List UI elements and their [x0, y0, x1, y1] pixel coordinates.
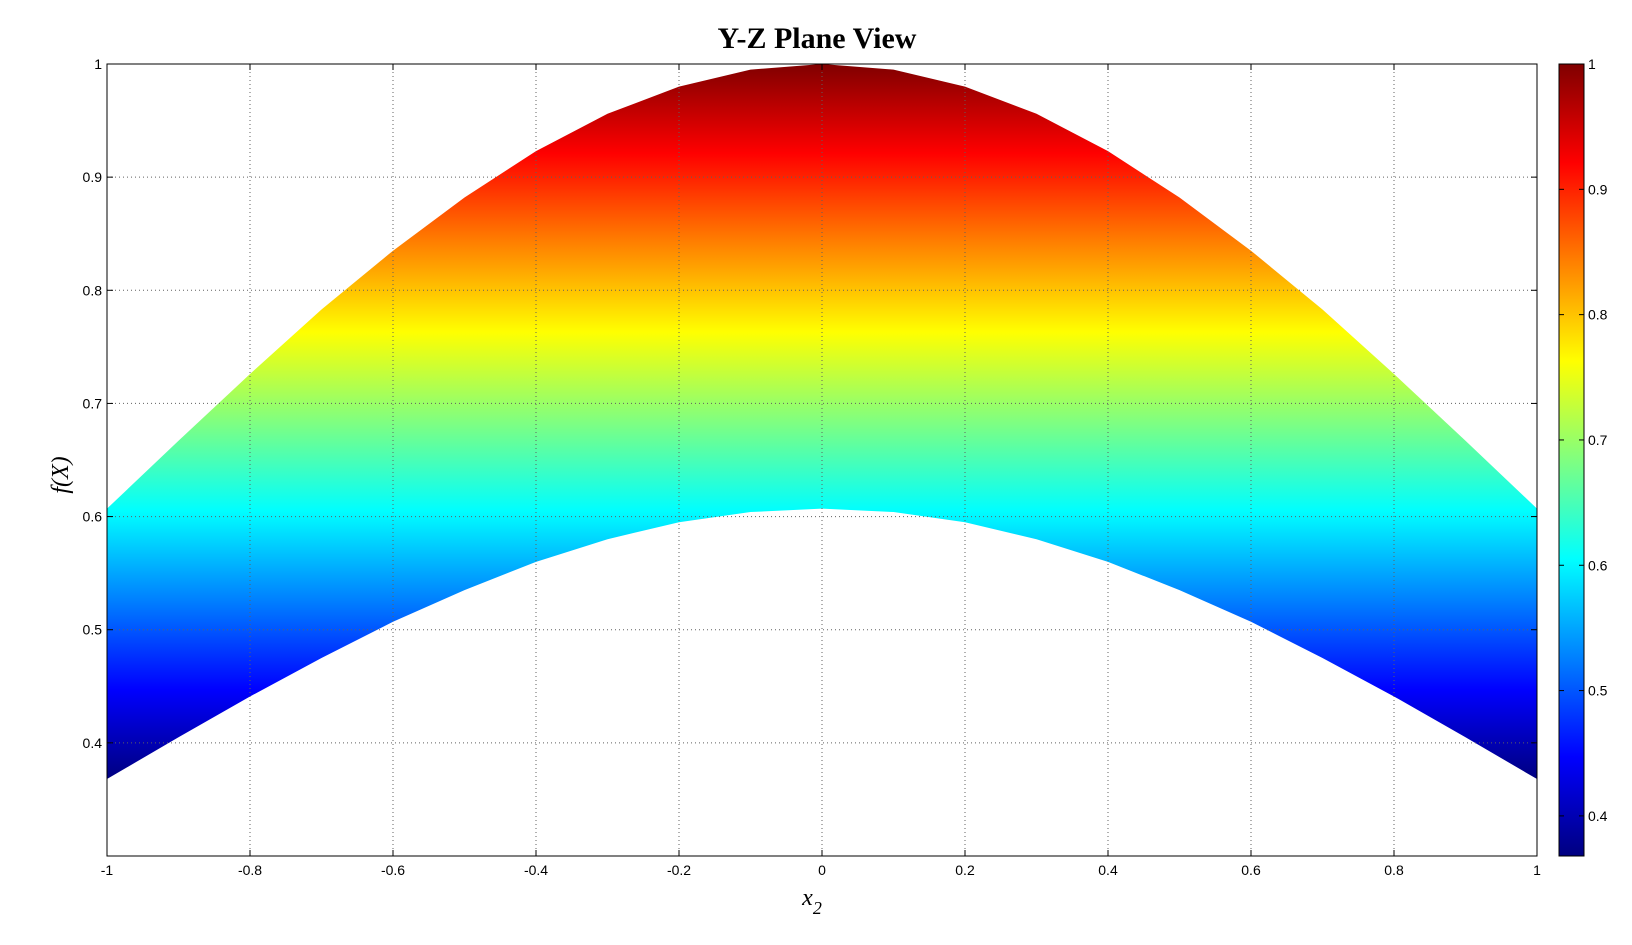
- x-axis-label-subscript: 2: [813, 898, 822, 918]
- colorbar-tick-label: 1: [1588, 56, 1596, 72]
- colorbar-scale: [1558, 63, 1585, 857]
- y-tick-label: 0.5: [83, 622, 103, 638]
- x-axis-ticks: -1 -0.8 -0.6 -0.4 -0.2 0 0.2 0.4 0.6 0.8 1: [101, 64, 1541, 878]
- y-tick-label: 1: [94, 56, 102, 72]
- y-tick-label: 0.7: [83, 395, 103, 411]
- colorbar-tick-label: 0.4: [1588, 808, 1608, 824]
- colorbar-tick-label: 0.9: [1588, 181, 1608, 197]
- colorbar: 0.4 0.5 0.6 0.7 0.8 0.9 1: [1558, 56, 1608, 857]
- x-tick-label: 1: [1533, 862, 1541, 878]
- colorbar-tick-label: 0.6: [1588, 557, 1608, 573]
- grid-lines: [107, 64, 1537, 856]
- x-tick-label: -0.8: [238, 862, 262, 878]
- y-tick-label: 0.6: [83, 509, 103, 525]
- surface-band: [107, 64, 1537, 780]
- x-tick-label: 0.2: [955, 862, 975, 878]
- chart-title: Y-Z Plane View: [718, 22, 917, 55]
- x-axis-label-main: x: [801, 885, 813, 911]
- y-tick-label: 0.8: [83, 282, 103, 298]
- y-tick-label: 0.9: [83, 169, 103, 185]
- x-tick-label: 0.8: [1384, 862, 1404, 878]
- x-tick-label: -0.2: [667, 862, 691, 878]
- y-axis-ticks: 0.4 0.5 0.6 0.7 0.8 0.9 1: [83, 56, 1537, 751]
- colorbar-tick-label: 0.5: [1588, 683, 1608, 699]
- y-tick-label: 0.4: [83, 735, 103, 751]
- x-axis-label: x2: [801, 885, 822, 918]
- colorbar-tick-label: 0.7: [1588, 432, 1608, 448]
- x-tick-label: -0.4: [524, 862, 548, 878]
- x-tick-label: 0.4: [1098, 862, 1118, 878]
- x-tick-label: 0: [818, 862, 826, 878]
- x-tick-label: -0.6: [381, 862, 405, 878]
- y-axis-label: f(X): [48, 456, 74, 493]
- x-tick-label: -1: [101, 862, 114, 878]
- colorbar-tick-label: 0.8: [1588, 307, 1608, 323]
- plot-area: [107, 64, 1537, 780]
- x-tick-label: 0.6: [1241, 862, 1261, 878]
